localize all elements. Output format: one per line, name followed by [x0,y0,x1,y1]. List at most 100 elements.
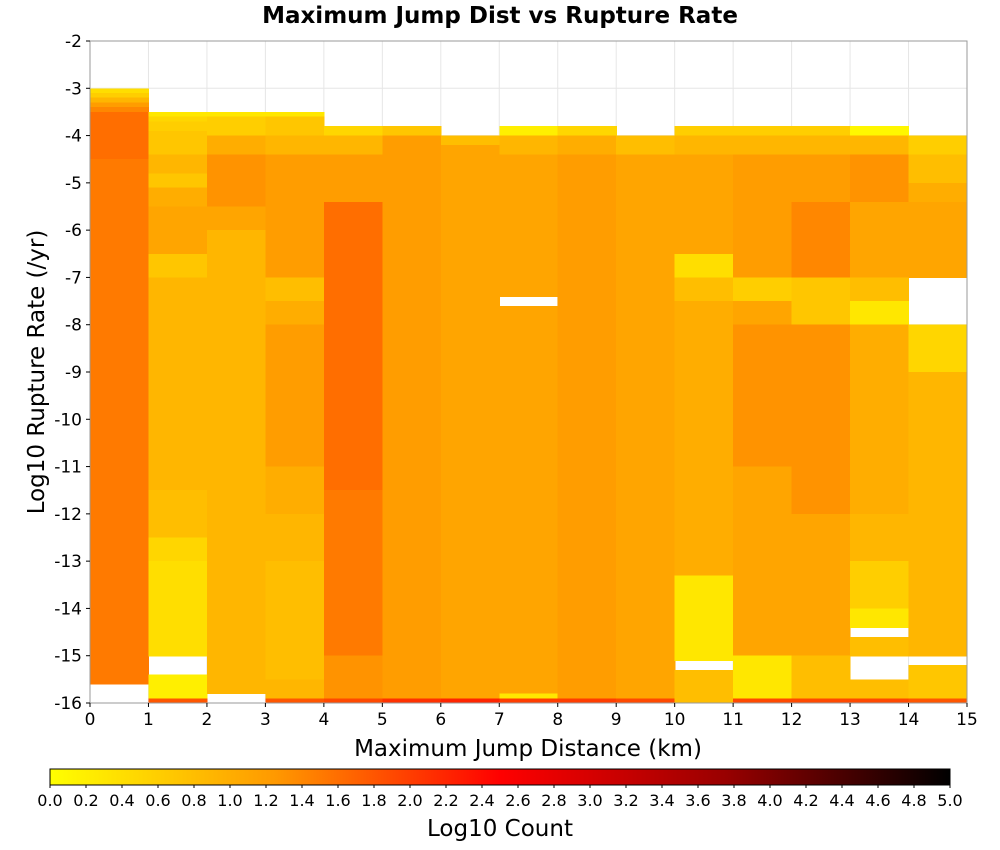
heatmap-cell [733,528,793,534]
heatmap-cell [499,632,559,638]
heatmap-cell [908,513,968,520]
heatmap-cell [791,617,851,624]
heatmap-cell [265,234,325,241]
heatmap-cell [323,565,383,572]
heatmap-cell [382,126,442,132]
heatmap-cell [616,263,676,269]
heatmap-cell [323,348,383,354]
colorbar-tick-label: 3.2 [613,791,638,810]
heatmap-cell [733,372,793,378]
heatmap-cell [499,575,559,581]
colorbar-tick-label: 2.2 [433,791,458,810]
heatmap-cell [557,589,617,595]
heatmap-cell [616,565,676,572]
heatmap-cell [323,405,383,411]
heatmap-cell [733,163,793,170]
heatmap-cell [90,301,150,307]
heatmap-cell [557,145,617,151]
heatmap-cell [791,433,851,439]
heatmap-cell [382,329,442,335]
heatmap-cell [90,580,150,586]
heatmap-cell [148,499,208,505]
heatmap-cell [499,650,559,657]
heatmap-cell [499,518,559,524]
heatmap-cell [616,424,676,430]
heatmap-cell [850,126,910,132]
heatmap-cell [382,215,442,222]
x-tick-label: 10 [664,710,686,730]
heatmap-cell [90,414,150,420]
heatmap-cell [616,315,676,321]
heatmap-cell [323,518,383,524]
heatmap-cell [440,518,500,524]
heatmap-cell [791,372,851,378]
heatmap-cell [850,206,910,212]
heatmap-cell [382,518,442,524]
heatmap-cell [90,206,150,212]
heatmap-cell [616,594,676,600]
heatmap-cell [440,603,500,610]
heatmap-cell [674,608,734,614]
heatmap-cell [616,532,676,539]
heatmap-cell [616,452,676,458]
x-tick-label: 15 [956,710,978,730]
heatmap-cell [382,584,442,591]
heatmap-cell [440,301,500,307]
heatmap-cell [908,542,968,548]
heatmap-cell [90,405,150,411]
heatmap-cell [382,315,442,321]
heatmap-cell [557,504,617,510]
heatmap-cell [733,655,793,662]
heatmap-cell [323,433,383,439]
heatmap-cell [265,372,325,378]
heatmap-cell [382,310,442,316]
heatmap-cell [148,357,208,364]
heatmap-cell [733,334,793,340]
heatmap-cell [323,442,383,449]
heatmap-cell [206,405,266,411]
heatmap-cell [382,513,442,520]
heatmap-cell [908,215,968,222]
heatmap-cell [206,627,266,633]
heatmap-cell [733,684,793,690]
heatmap-cell [791,163,851,170]
heatmap-cell [148,225,208,231]
heatmap-cell [90,353,150,359]
heatmap-cell [908,565,968,572]
heatmap-cell [440,693,500,699]
heatmap-cell [674,140,734,146]
heatmap-cell [791,688,851,695]
heatmap-cell [90,277,150,283]
heatmap-cell [850,476,910,482]
heatmap-cell [557,367,617,373]
heatmap-cell [323,679,383,685]
heatmap-cell [908,206,968,212]
heatmap-cell [440,528,500,534]
heatmap-cell [206,315,266,321]
heatmap-cell [206,282,266,288]
heatmap-cell [265,201,325,208]
heatmap-cell [733,565,793,572]
heatmap-cell [557,173,617,179]
heatmap-cell [148,343,208,349]
heatmap-cell [440,386,500,392]
heatmap-cell [265,154,325,160]
heatmap-cell [265,263,325,269]
heatmap-cell [382,414,442,420]
heatmap-cell [265,329,325,335]
heatmap-cell [733,315,793,321]
heatmap-cell [499,201,559,208]
heatmap-cell [382,301,442,307]
heatmap-cell [557,334,617,340]
heatmap-cell [206,471,266,477]
heatmap-cell [323,319,383,326]
heatmap-cell [674,641,734,647]
heatmap-cell [148,197,208,203]
heatmap-cell [791,627,851,633]
heatmap-cell [791,636,851,643]
heatmap-cell [90,518,150,524]
heatmap-cell [382,617,442,624]
heatmap-cell [499,305,559,312]
heatmap-cell [265,494,325,501]
heatmap-cell [733,149,793,156]
